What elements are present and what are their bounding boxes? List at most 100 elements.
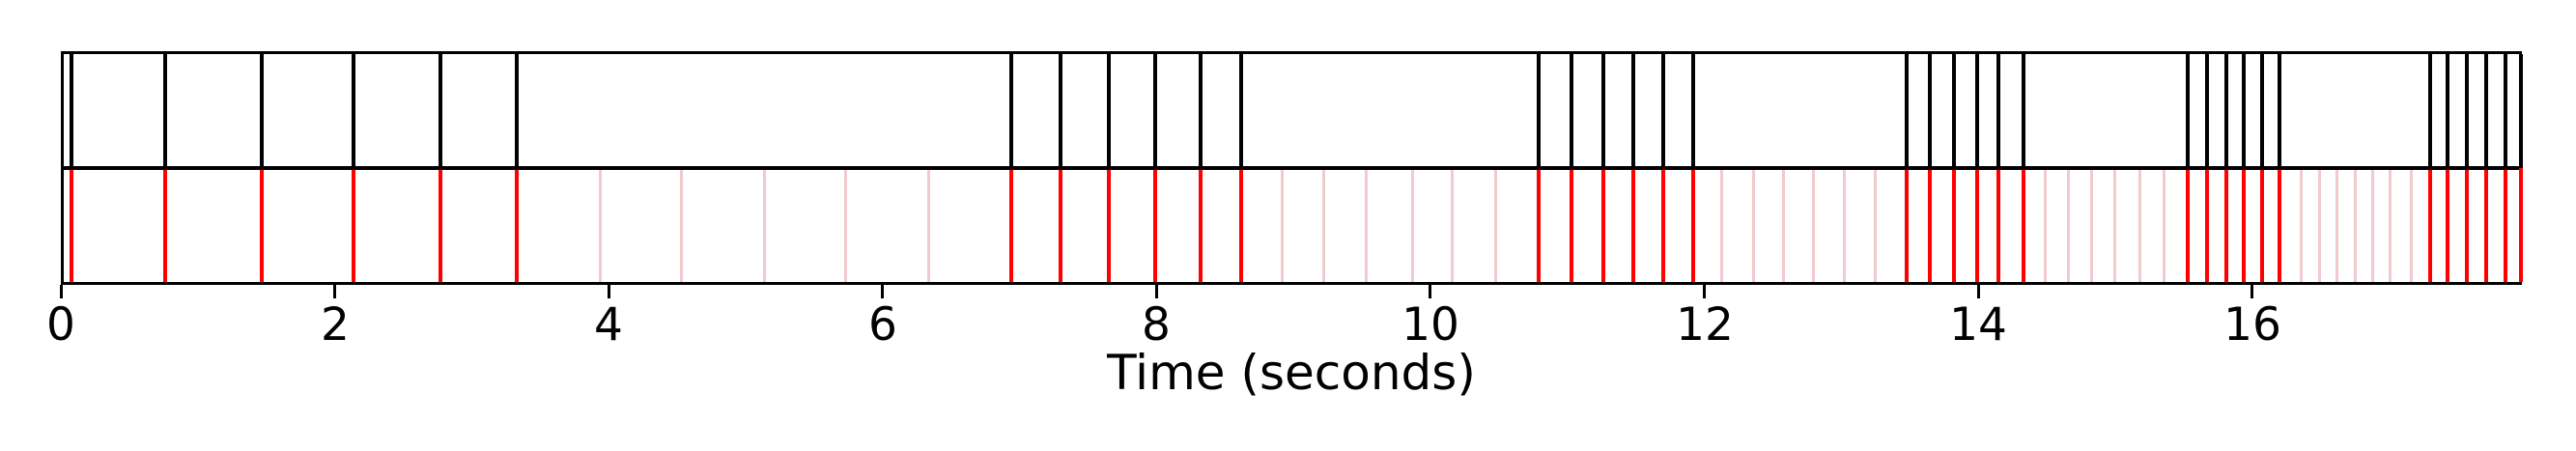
bottom-pink-event (2138, 168, 2141, 282)
bottom-red-event (2484, 168, 2488, 282)
x-tick-label: 0 (46, 298, 75, 352)
bottom-pink-event (1720, 168, 1723, 282)
x-tick-label: 10 (1401, 298, 1459, 352)
bottom-red-event (439, 168, 442, 282)
bottom-red-event (70, 168, 73, 282)
top-black-event (1691, 54, 1695, 168)
bottom-red-event (2224, 168, 2228, 282)
x-tick-mark (608, 285, 610, 298)
bottom-red-event (2260, 168, 2264, 282)
bottom-red-event (1691, 168, 1695, 282)
top-black-event (1952, 54, 1956, 168)
bottom-red-event (1153, 168, 1157, 282)
bottom-pink-event (2113, 168, 2116, 282)
bottom-red-event (1059, 168, 1062, 282)
bottom-pink-event (1874, 168, 1877, 282)
bottom-red-event (1996, 168, 2000, 282)
top-black-event (1239, 54, 1243, 168)
top-black-event (2428, 54, 2432, 168)
top-black-event (352, 54, 355, 168)
top-black-event (1928, 54, 1932, 168)
x-tick-mark (60, 285, 63, 298)
bottom-pink-event (2090, 168, 2093, 282)
bottom-pink-event (1281, 168, 1284, 282)
x-tick-mark (333, 285, 336, 298)
bottom-red-event (1537, 168, 1541, 282)
bottom-red-event (260, 168, 264, 282)
bottom-red-event (1975, 168, 1979, 282)
bottom-red-event (1631, 168, 1635, 282)
bottom-red-event (352, 168, 355, 282)
bottom-pink-event (844, 168, 847, 282)
bottom-pink-event (1365, 168, 1368, 282)
top-black-event (1661, 54, 1665, 168)
bottom-pink-event (2163, 168, 2166, 282)
bottom-red-event (1239, 168, 1243, 282)
x-tick-label: 12 (1676, 298, 1734, 352)
top-black-event (163, 54, 167, 168)
x-tick-mark (1703, 285, 1706, 298)
bottom-red-event (1928, 168, 1932, 282)
bottom-red-event (1601, 168, 1605, 282)
bottom-red-event (2504, 168, 2507, 282)
top-black-event (1601, 54, 1605, 168)
bottom-pink-event (1451, 168, 1454, 282)
bottom-red-event (2446, 168, 2449, 282)
top-black-event (2465, 54, 2469, 168)
bottom-pink-event (2354, 168, 2357, 282)
x-tick-label: 16 (2223, 298, 2281, 352)
top-black-event (515, 54, 519, 168)
bottom-pink-event (2044, 168, 2047, 282)
top-black-event (2446, 54, 2449, 168)
top-black-event (1975, 54, 1979, 168)
top-black-event (2205, 54, 2209, 168)
bottom-pink-event (1843, 168, 1846, 282)
x-tick-mark (1155, 285, 1158, 298)
bottom-pink-event (763, 168, 766, 282)
top-black-event (1199, 54, 1203, 168)
top-black-event (1570, 54, 1573, 168)
bottom-red-event (1009, 168, 1013, 282)
bottom-pink-event (1812, 168, 1815, 282)
bottom-red-event (1905, 168, 1909, 282)
top-black-event (1996, 54, 2000, 168)
bottom-red-event (2022, 168, 2025, 282)
bottom-red-event (1661, 168, 1665, 282)
top-black-event (439, 54, 442, 168)
bottom-pink-event (2067, 168, 2070, 282)
top-black-event (2278, 54, 2281, 168)
bottom-pink-event (2371, 168, 2374, 282)
top-black-event (1107, 54, 1111, 168)
top-black-event (1153, 54, 1157, 168)
bottom-red-event (163, 168, 167, 282)
top-black-event (2484, 54, 2488, 168)
bottom-red-event (515, 168, 519, 282)
bottom-pink-event (599, 168, 602, 282)
bottom-red-event (2519, 168, 2523, 282)
bottom-pink-event (1494, 168, 1497, 282)
bottom-red-event (2186, 168, 2190, 282)
plot-area (61, 51, 2523, 285)
bottom-pink-event (1752, 168, 1755, 282)
bottom-pink-event (1322, 168, 1325, 282)
top-black-event (1537, 54, 1541, 168)
x-tick-mark (881, 285, 884, 298)
bottom-pink-event (927, 168, 930, 282)
top-black-event (1631, 54, 1635, 168)
bottom-red-event (1107, 168, 1111, 282)
x-tick-label: 8 (1142, 298, 1171, 352)
top-black-event (2504, 54, 2507, 168)
x-tick-mark (2250, 285, 2253, 298)
bottom-pink-event (1411, 168, 1414, 282)
bottom-red-event (1952, 168, 1956, 282)
bottom-red-event (2205, 168, 2209, 282)
bottom-pink-event (2300, 168, 2303, 282)
bottom-pink-event (680, 168, 683, 282)
top-black-event (2186, 54, 2190, 168)
bottom-pink-event (2335, 168, 2338, 282)
top-black-event (1009, 54, 1013, 168)
bottom-pink-event (2318, 168, 2321, 282)
top-black-event (2022, 54, 2025, 168)
bottom-red-event (1570, 168, 1573, 282)
top-black-event (2224, 54, 2228, 168)
